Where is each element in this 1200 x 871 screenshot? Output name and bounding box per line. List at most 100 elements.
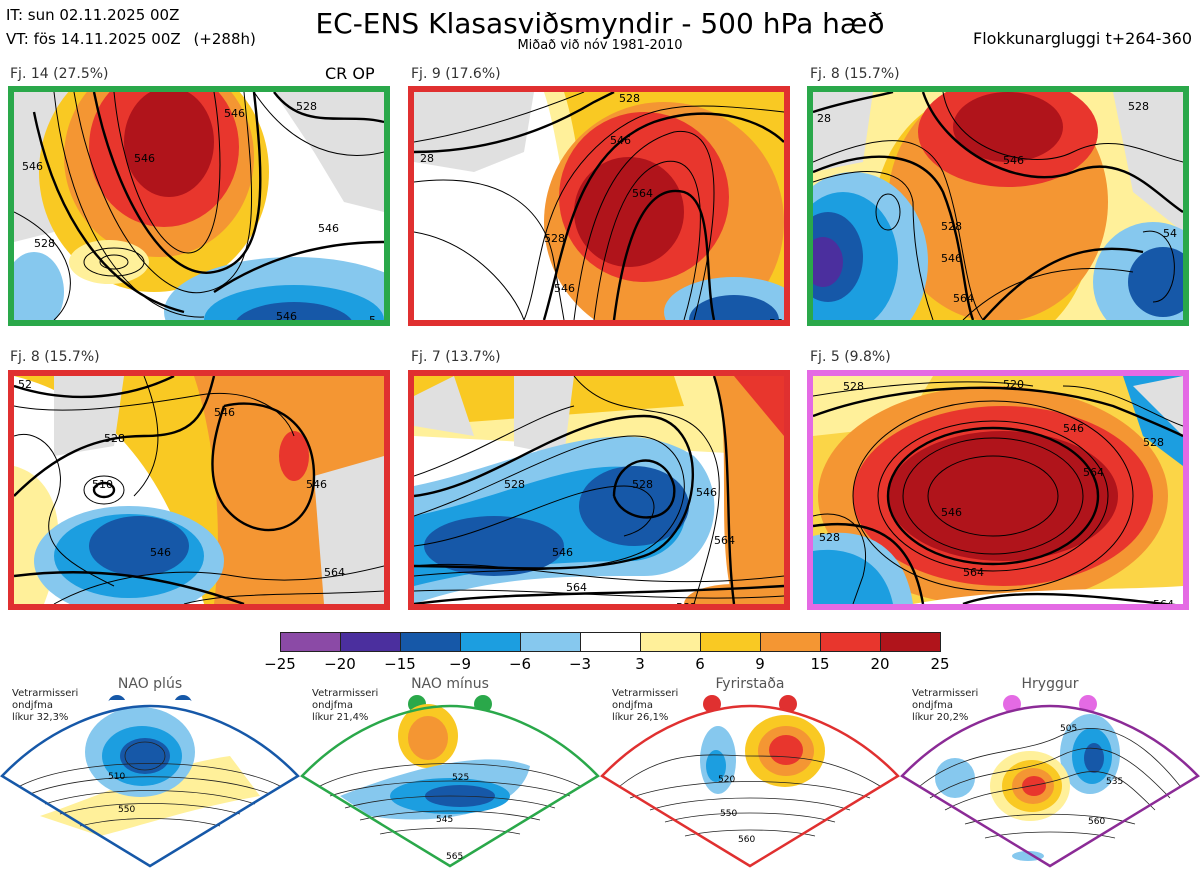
contour-label: 28 — [817, 112, 831, 125]
contour-label: 546 — [318, 222, 339, 235]
land-scandinavia — [1113, 92, 1183, 232]
contour-label: 546 — [554, 282, 575, 295]
window-label: Flokkunargluggi t+264-360 — [973, 29, 1192, 48]
regime-info: Vetrarmisseri ondjfma líkur 26,1% — [612, 688, 678, 724]
contour-label: 528 — [544, 232, 565, 245]
contour-label: 546 — [610, 134, 631, 147]
contour-label: 560 — [1088, 817, 1105, 827]
contour-label: 546 — [552, 546, 573, 559]
anomaly-neg-15 — [813, 237, 843, 287]
anomaly-neg-9 — [236, 302, 352, 320]
regime-info-line: Vetrarmisseri — [912, 688, 979, 699]
regime-map: 510 550 — [0, 695, 300, 868]
contour-label: 535 — [1106, 777, 1123, 787]
regime-title: NAO mínus — [411, 676, 489, 692]
contour-label: 546 — [22, 160, 43, 173]
anomaly-15 — [734, 376, 784, 436]
regime-info-line: Vetrarmisseri — [312, 688, 379, 699]
regime-map: 525 545 565 — [300, 695, 600, 868]
contour-lines-bold — [414, 92, 784, 320]
contour-label: 546 — [1003, 154, 1024, 167]
contour-lines-bold — [813, 92, 1183, 320]
contour-label: 560 — [738, 835, 755, 845]
contour-label: 54 — [1163, 227, 1177, 240]
panel-label: Fj. 8 (15.7%) — [810, 66, 900, 82]
colorbar-swatch — [400, 632, 461, 652]
cluster-map-6: 528 520 546 564 528 546 564 528 564 — [807, 370, 1189, 610]
panel-label: Fj. 9 (17.6%) — [411, 66, 501, 82]
contour-label: 546 — [941, 506, 962, 519]
regime-info-line: ondjfma — [312, 700, 353, 711]
contour-lines-bold — [14, 376, 316, 604]
contour-label: 546 — [214, 406, 235, 419]
regime-info-line: ondjfma — [612, 700, 653, 711]
contour-label: 528 — [819, 531, 840, 544]
contour-label: 528 — [34, 237, 55, 250]
contour-label: 564 — [963, 566, 984, 579]
regime-map: 505 535 560 — [900, 695, 1200, 868]
contour-label: 564 — [714, 534, 735, 547]
colorbar-tick-label: 25 — [930, 655, 950, 673]
cluster-map-1-svg: 528 546 546 528 546 546 546 5 — [14, 92, 384, 320]
regime-marker-right — [1079, 695, 1097, 713]
regime-info-line: líkur 26,1% — [612, 712, 669, 723]
regime-title: Fyrirstaða — [715, 676, 785, 692]
contour-label: 528 — [619, 92, 640, 105]
colorbar-tick-label: 9 — [755, 655, 765, 673]
anomaly-3 — [69, 240, 149, 284]
regime-marker-left — [703, 695, 721, 713]
cluster-map-4: 52 546 528 510 546 546 564 — [8, 370, 390, 610]
panel-label: Fj. 7 (13.7%) — [411, 349, 501, 365]
regime-info-line: Vetrarmisseri — [12, 688, 79, 699]
page-title: EC-ENS Klasasviðsmyndir - 500 hPa hæð — [315, 7, 885, 40]
contour-label: 528 — [1143, 436, 1164, 449]
lead-time: (+288h) — [193, 30, 256, 48]
regime-title: Hryggur — [1021, 676, 1079, 692]
contour-label: 546 — [134, 152, 155, 165]
anomaly-20 — [888, 431, 1118, 561]
contour-label: 550 — [118, 805, 135, 815]
regime-marker-left — [1003, 695, 1021, 713]
contour-label: 528 — [632, 478, 653, 491]
colorbar-swatch — [700, 632, 761, 652]
contour-label: 565 — [446, 852, 463, 862]
contour-label: 546 — [1063, 422, 1084, 435]
anomaly-neg-9 — [89, 516, 189, 576]
contour-label: 52 — [18, 378, 32, 391]
contour-label: 546 — [696, 486, 717, 499]
contour-label: 5 — [369, 314, 376, 320]
contour-label: 564 — [632, 187, 653, 200]
anomaly-neg-3 — [935, 758, 975, 798]
contour-label: 546 — [150, 546, 171, 559]
contour-label: 28 — [420, 152, 434, 165]
colorbar-swatch — [520, 632, 581, 652]
cluster-map-5-svg: 528 528 546 546 564 564 582 — [414, 376, 784, 604]
cluster-map-2-svg: 528 28 546 564 528 546 564 564 — [414, 92, 784, 320]
sector-frame — [900, 704, 1200, 868]
regime-info-line: Vetrarmisseri — [612, 688, 679, 699]
init-time: IT: sun 02.11.2025 00Z — [6, 6, 180, 24]
cluster-map-4-svg: 52 546 528 510 546 546 564 — [14, 376, 384, 604]
colorbar-swatch — [280, 632, 341, 652]
anomaly-20 — [124, 92, 214, 197]
colorbar-tick-label: −9 — [448, 655, 472, 673]
panel-label: Fj. 5 (9.8%) — [810, 349, 891, 365]
land-greenland — [813, 92, 873, 172]
contour-label: 550 — [720, 809, 737, 819]
regime-info: Vetrarmisseri ondjfma líkur 32,3% — [12, 688, 78, 724]
regime-title: NAO plús — [117, 676, 183, 692]
colorbar-swatch — [640, 632, 701, 652]
regime-nao-plus: NAO plús Vetrarmisseri ondjfma líkur 32,… — [0, 676, 300, 871]
contour-label: 510 — [92, 478, 113, 491]
anomaly-neg-9b — [1128, 247, 1183, 317]
contour-lines — [813, 381, 1183, 604]
colorbar-tick-label: 3 — [635, 655, 645, 673]
cluster-map-1: 528 546 546 528 546 546 546 5 — [8, 86, 390, 326]
anomaly-9 — [408, 716, 448, 760]
anomaly-neg-3b — [14, 252, 64, 320]
regime-info-line: líkur 21,4% — [312, 712, 369, 723]
colorbar-tick-label: 15 — [810, 655, 830, 673]
contour-label: 564 — [953, 292, 974, 305]
land-greenland — [514, 376, 574, 456]
anomaly-neg-9b — [579, 466, 689, 546]
